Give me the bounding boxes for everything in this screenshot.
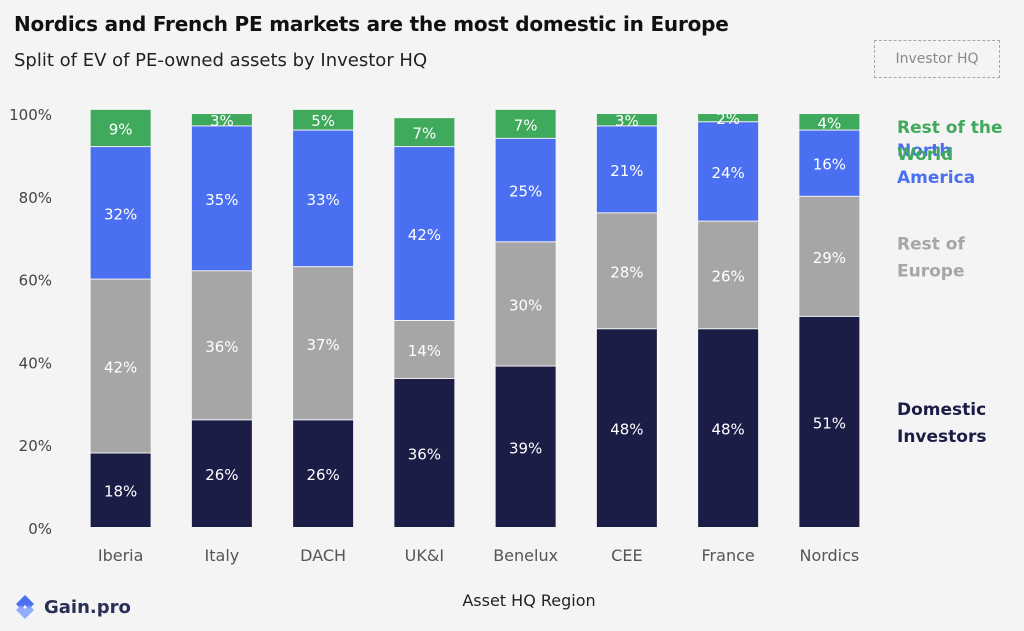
bar-value-label: 5%: [311, 112, 335, 130]
bar-segment-domestic: [799, 316, 860, 527]
bar-value-label: 35%: [205, 191, 238, 209]
bar-segment-domestic: [698, 329, 759, 527]
x-tick-label: UK&I: [405, 546, 444, 565]
bar-segment-north_america: [495, 138, 556, 242]
legend-line: North: [897, 141, 952, 161]
bar-segment-rest_of_world: [799, 114, 860, 130]
bar-value-label: 36%: [205, 338, 238, 356]
x-tick-label: Nordics: [799, 546, 859, 565]
y-tick-label: 60%: [19, 272, 52, 290]
bar-value-label: 14%: [408, 342, 441, 360]
legend-line: Domestic: [897, 400, 986, 420]
bar-segment-rest_of_europe: [394, 321, 455, 378]
bar-segment-rest_of_world: [495, 109, 556, 138]
bar-value-label: 28%: [610, 263, 643, 281]
bar-value-label: 9%: [109, 120, 133, 138]
legend-line: Europe: [897, 261, 964, 281]
bar-value-label: 37%: [306, 336, 339, 354]
x-tick-label: Benelux: [493, 546, 558, 565]
bar-segment-rest_of_europe: [495, 242, 556, 366]
chart-subtitle: Split of EV of PE-owned assets by Invest…: [14, 50, 428, 71]
legend-line: World: [897, 145, 953, 165]
bar-value-label: 51%: [813, 414, 846, 432]
bar-value-label: 42%: [104, 359, 137, 377]
bar-segment-north_america: [596, 126, 657, 213]
bar-segment-domestic: [90, 453, 151, 527]
bar-value-label: 30%: [509, 296, 542, 314]
bar-segment-rest_of_world: [293, 109, 354, 130]
x-tick-label: DACH: [300, 546, 346, 565]
bar-segment-rest_of_world: [394, 118, 455, 147]
y-tick-label: 100%: [9, 106, 52, 124]
legend-label-rest_of_europe: Rest of Europe: [897, 234, 965, 281]
bar-segment-north_america: [799, 130, 860, 196]
investor-hq-button[interactable]: Investor HQ: [874, 40, 1000, 78]
legend-line: America: [897, 168, 975, 188]
bar-value-label: 16%: [813, 156, 846, 174]
bar-segment-domestic: [191, 420, 252, 527]
bar-value-label: 18%: [104, 483, 137, 501]
bar-value-label: 21%: [610, 162, 643, 180]
legend-label-domestic: Domestic Investors: [897, 400, 986, 447]
bar-segment-rest_of_europe: [698, 221, 759, 329]
bar-segment-rest_of_europe: [799, 196, 860, 316]
y-tick-label: 40%: [19, 354, 52, 372]
bar-segment-rest_of_europe: [191, 271, 252, 420]
bar-value-label: 3%: [615, 112, 639, 130]
bar-value-label: 7%: [412, 125, 436, 143]
bar-value-label: 29%: [813, 249, 846, 267]
y-tick-label: 80%: [19, 189, 52, 207]
bar-value-label: 2%: [716, 110, 740, 128]
bar-segment-north_america: [191, 126, 252, 271]
bar-segment-north_america: [293, 130, 354, 267]
bar-segment-north_america: [394, 147, 455, 320]
bar-value-label: 48%: [711, 421, 744, 439]
bar-segment-north_america: [90, 147, 151, 279]
gain-pro-logo-icon: [16, 595, 34, 619]
bar-value-label: 36%: [408, 445, 441, 463]
bar-value-label: 42%: [408, 226, 441, 244]
bar-segment-rest_of_world: [596, 114, 657, 126]
bar-value-label: 48%: [610, 421, 643, 439]
bar-segment-rest_of_europe: [293, 267, 354, 420]
legend-label-rest_of_world: Rest of the World: [897, 118, 1003, 165]
bar-segment-domestic: [495, 366, 556, 527]
legend-line: Rest of the: [897, 118, 1003, 138]
legend-line: Investors: [897, 427, 986, 447]
bar-value-label: 26%: [205, 466, 238, 484]
y-tick-label: 0%: [28, 520, 52, 538]
bar-value-label: 26%: [306, 466, 339, 484]
bar-value-label: 24%: [711, 164, 744, 182]
gain-pro-logo: Gain.pro: [12, 594, 131, 620]
bar-value-label: 39%: [509, 439, 542, 457]
x-axis-title: Asset HQ Region: [462, 591, 595, 610]
legend-line: Rest of: [897, 234, 965, 254]
chart-title: Nordics and French PE markets are the mo…: [14, 12, 729, 36]
bar-segment-rest_of_world: [90, 109, 151, 147]
bar-value-label: 3%: [210, 112, 234, 130]
bar-segment-rest_of_europe: [90, 279, 151, 453]
bar-segment-rest_of_world: [698, 114, 759, 122]
bar-segment-domestic: [293, 420, 354, 527]
bar-segment-rest_of_world: [191, 114, 252, 126]
y-tick-label: 20%: [19, 437, 52, 455]
bar-segment-domestic: [596, 329, 657, 527]
x-tick-label: CEE: [611, 546, 642, 565]
x-tick-label: Iberia: [98, 546, 144, 565]
bar-value-label: 4%: [817, 114, 841, 132]
brand-name: Gain.pro: [44, 596, 131, 618]
legend-label-north_america: North America: [897, 141, 975, 188]
bar-value-label: 25%: [509, 183, 542, 201]
bar-value-label: 33%: [306, 191, 339, 209]
bar-value-label: 26%: [711, 267, 744, 285]
bar-segment-domestic: [394, 378, 455, 527]
investor-hq-label: Investor HQ: [895, 51, 979, 67]
bar-segment-rest_of_europe: [596, 213, 657, 329]
bar-segment-north_america: [698, 122, 759, 221]
bar-value-label: 32%: [104, 205, 137, 223]
x-tick-label: Italy: [205, 546, 240, 565]
x-tick-label: France: [702, 546, 755, 565]
bar-value-label: 7%: [514, 116, 538, 134]
